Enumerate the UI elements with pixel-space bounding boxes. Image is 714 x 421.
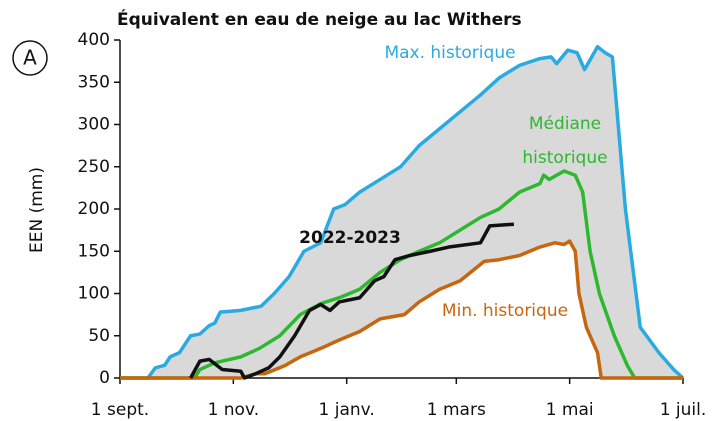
y-tick-label: 150 [78, 241, 110, 261]
x-tick-label: 1 nov. [208, 400, 260, 420]
y-tick-label: 350 [78, 72, 110, 92]
y-tick-label: 0 [99, 368, 110, 388]
x-tick-label: 1 janv. [319, 400, 375, 420]
y-tick-label: 250 [78, 157, 110, 177]
y-tick-label: 400 [78, 30, 110, 50]
series-label: 2022-2023 [299, 228, 401, 248]
y-tick-label: 200 [78, 199, 110, 219]
series-label: Max. historique [384, 43, 516, 63]
series-line [189, 222, 515, 380]
x-tick-label: 1 mars [427, 400, 486, 420]
series-line [120, 239, 683, 380]
series-label: Min. historique [441, 301, 569, 321]
panel-circle [12, 40, 48, 76]
series-line [120, 45, 685, 380]
y-tick-label: 100 [78, 284, 110, 304]
panel-label: A [23, 46, 37, 70]
series-line [120, 169, 683, 380]
y-tick-label: 300 [78, 115, 110, 135]
x-tick-label: 1 mai [546, 400, 594, 420]
chart-title: Équivalent en eau de neige au lac Wither… [117, 8, 522, 30]
range-area [120, 46, 683, 378]
series-label: Médiane historique [522, 114, 608, 168]
x-tick-label: 1 sept. [91, 400, 149, 420]
x-tick-label: 1 juil. [660, 400, 707, 420]
y-axis-label: EEN (mm) [27, 167, 47, 253]
y-tick-label: 50 [88, 326, 110, 346]
